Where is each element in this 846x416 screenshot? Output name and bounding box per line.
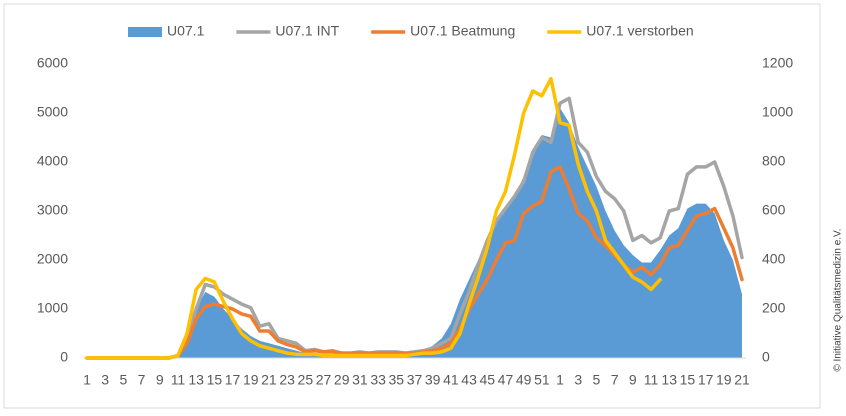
x-tick-label: 45: [479, 372, 495, 388]
x-tick-label: 23: [279, 372, 295, 388]
legend-swatch: [128, 27, 162, 37]
x-tick-label: 7: [611, 372, 619, 388]
line: [85, 76, 662, 360]
x-tick-label: 3: [101, 372, 109, 388]
x-tick-label: 25: [298, 372, 314, 388]
x-tick-label: 1: [83, 372, 91, 388]
x-tick-label: 9: [629, 372, 637, 388]
x-tick-label: 17: [698, 372, 714, 388]
x-tick-label: 33: [370, 372, 386, 388]
x-tick-label: 19: [243, 372, 259, 388]
x-tick-label: 1: [556, 372, 564, 388]
legend-label: U07.1 verstorben: [586, 23, 693, 39]
x-tick-label: 19: [716, 372, 732, 388]
x-tick-label: 35: [389, 372, 405, 388]
y-tick-label: 1000: [37, 300, 68, 316]
y2-tick-label: 0: [762, 349, 770, 365]
legend-label: U07.1: [167, 23, 205, 39]
y2-tick-label: 200: [762, 300, 786, 316]
x-tick-label: 5: [119, 372, 127, 388]
x-tick-label: 37: [407, 372, 423, 388]
source-note: © Initiative Qualitätsmedizin e.V.: [833, 228, 844, 371]
y2-tick-label: 800: [762, 153, 786, 169]
x-tick-label: 5: [593, 372, 601, 388]
x-tick-label: 11: [644, 372, 659, 388]
x-tick-label: 13: [188, 372, 204, 388]
y2-tick-label: 400: [762, 251, 786, 267]
x-tick-label: 27: [316, 372, 332, 388]
x-tick-label: 43: [461, 372, 477, 388]
x-tick-label: 7: [138, 372, 146, 388]
y-tick-label: 2000: [37, 251, 68, 267]
x-tick-label: 11: [171, 372, 186, 388]
x-tick-label: 47: [498, 372, 514, 388]
x-tick-label: 49: [516, 372, 532, 388]
x-tick-label: 13: [661, 372, 677, 388]
x-tick-label: 51: [534, 372, 550, 388]
x-tick-label: 9: [156, 372, 164, 388]
y2-tick-label: 1200: [762, 55, 793, 71]
x-tick-label: 41: [443, 372, 459, 388]
x-tick-label: 21: [734, 372, 750, 388]
x-tick-label: 3: [574, 372, 582, 388]
y-tick-label: 5000: [37, 104, 68, 120]
x-tick-label: 21: [261, 372, 277, 388]
x-tick-label: 17: [225, 372, 241, 388]
legend-label: U07.1 Beatmung: [410, 23, 515, 39]
area: [87, 108, 742, 358]
x-tick-label: 39: [425, 372, 441, 388]
legend-label: U07.1 INT: [275, 23, 339, 39]
y2-tick-label: 1000: [762, 104, 793, 120]
y-tick-label: 0: [60, 349, 68, 365]
y-tick-label: 6000: [37, 55, 68, 71]
y-tick-label: 4000: [37, 153, 68, 169]
x-tick-label: 15: [207, 372, 223, 388]
y-tick-label: 3000: [37, 202, 68, 218]
x-tick-label: 29: [334, 372, 350, 388]
y2-tick-label: 600: [762, 202, 786, 218]
x-tick-label: 15: [680, 372, 696, 388]
x-tick-label: 31: [352, 372, 368, 388]
